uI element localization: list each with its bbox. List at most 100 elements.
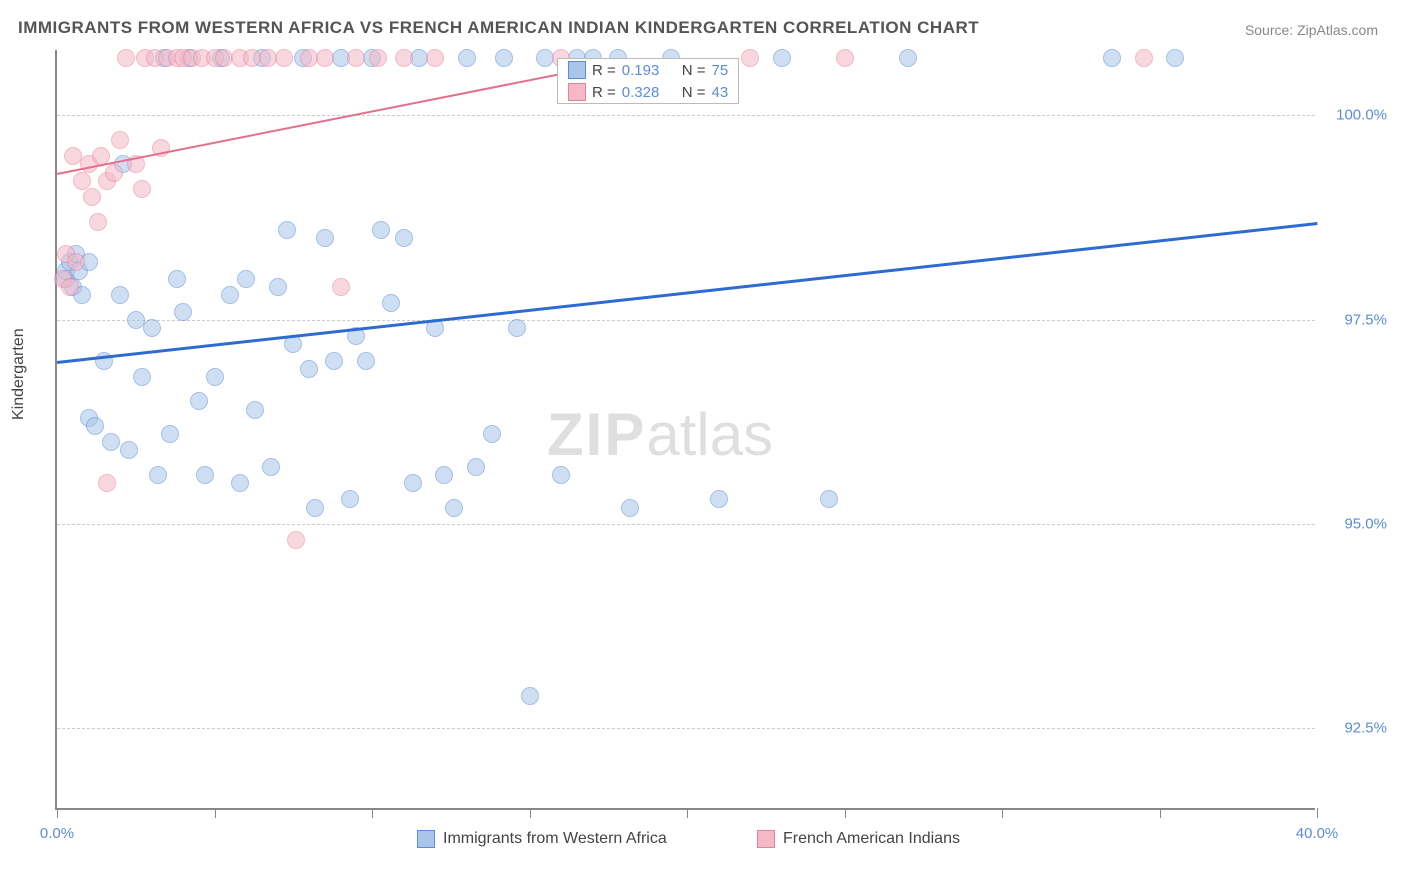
scatter-point: [521, 687, 539, 705]
scatter-point: [483, 425, 501, 443]
stat-n-label: N =: [682, 84, 706, 101]
scatter-point: [111, 131, 129, 149]
x-tick: [57, 808, 58, 818]
scatter-point: [111, 286, 129, 304]
scatter-point: [552, 466, 570, 484]
trend-line: [57, 222, 1317, 363]
y-tick-label: 100.0%: [1336, 107, 1387, 124]
scatter-point: [773, 49, 791, 67]
watermark: ZIPatlas: [547, 400, 773, 469]
y-tick-label: 97.5%: [1344, 311, 1387, 328]
x-tick: [1317, 808, 1318, 818]
scatter-point: [357, 352, 375, 370]
legend-swatch: [417, 830, 435, 848]
stat-r-value: 0.328: [622, 84, 676, 101]
scatter-point: [395, 229, 413, 247]
stat-n-value: 75: [712, 62, 729, 79]
gridline: [57, 524, 1315, 525]
scatter-point: [206, 368, 224, 386]
scatter-point: [369, 49, 387, 67]
watermark-atlas: atlas: [646, 401, 773, 468]
y-axis-label: Kindergarten: [10, 328, 28, 420]
bottom-legend-item: French American Indians: [757, 830, 960, 848]
scatter-plot-area: ZIPatlas 92.5%95.0%97.5%100.0%0.0%40.0%R…: [55, 50, 1315, 810]
scatter-point: [341, 490, 359, 508]
scatter-point: [73, 172, 91, 190]
gridline: [57, 320, 1315, 321]
scatter-point: [332, 278, 350, 296]
stat-n-value: 43: [712, 84, 729, 101]
scatter-point: [316, 229, 334, 247]
stat-n-label: N =: [682, 62, 706, 79]
x-tick-label: 0.0%: [40, 825, 74, 842]
x-tick: [1160, 808, 1161, 818]
source-attribution: Source: ZipAtlas.com: [1245, 22, 1378, 38]
scatter-point: [83, 188, 101, 206]
scatter-point: [262, 458, 280, 476]
legend-swatch: [757, 830, 775, 848]
scatter-point: [117, 49, 135, 67]
stat-r-label: R =: [592, 62, 616, 79]
scatter-point: [1103, 49, 1121, 67]
scatter-point: [325, 352, 343, 370]
scatter-point: [710, 490, 728, 508]
scatter-point: [426, 49, 444, 67]
x-tick: [215, 808, 216, 818]
legend-swatch: [568, 83, 586, 101]
scatter-point: [445, 499, 463, 517]
y-tick-label: 95.0%: [1344, 515, 1387, 532]
scatter-point: [382, 294, 400, 312]
scatter-point: [98, 474, 116, 492]
scatter-point: [435, 466, 453, 484]
scatter-point: [899, 49, 917, 67]
x-tick: [1002, 808, 1003, 818]
x-tick: [687, 808, 688, 818]
scatter-point: [89, 213, 107, 231]
x-tick: [845, 808, 846, 818]
trend-line: [57, 66, 593, 174]
scatter-point: [836, 49, 854, 67]
x-tick: [372, 808, 373, 818]
scatter-point: [269, 278, 287, 296]
x-tick: [530, 808, 531, 818]
scatter-point: [168, 270, 186, 288]
legend-stats-row: R =0.328N =43: [558, 81, 738, 103]
scatter-point: [231, 474, 249, 492]
scatter-point: [278, 221, 296, 239]
chart-title: IMMIGRANTS FROM WESTERN AFRICA VS FRENCH…: [18, 18, 979, 38]
watermark-zip: ZIP: [547, 401, 646, 468]
scatter-point: [395, 49, 413, 67]
legend-label: French American Indians: [783, 830, 960, 848]
x-tick-label: 40.0%: [1296, 825, 1339, 842]
scatter-point: [190, 392, 208, 410]
scatter-point: [133, 368, 151, 386]
scatter-point: [275, 49, 293, 67]
scatter-point: [316, 49, 334, 67]
legend-stats-row: R = 0.193 N = 75: [558, 59, 738, 81]
scatter-point: [1166, 49, 1184, 67]
scatter-point: [133, 180, 151, 198]
scatter-point: [161, 425, 179, 443]
scatter-point: [467, 458, 485, 476]
scatter-point: [1135, 49, 1153, 67]
y-tick-label: 92.5%: [1344, 720, 1387, 737]
legend-swatch: [568, 61, 586, 79]
gridline: [57, 115, 1315, 116]
scatter-point: [196, 466, 214, 484]
scatter-point: [372, 221, 390, 239]
scatter-point: [149, 466, 167, 484]
scatter-point: [495, 49, 513, 67]
scatter-point: [458, 49, 476, 67]
gridline: [57, 728, 1315, 729]
scatter-point: [300, 360, 318, 378]
legend-label: Immigrants from Western Africa: [443, 830, 667, 848]
stat-r-value: 0.193: [622, 62, 676, 79]
scatter-point: [621, 499, 639, 517]
scatter-point: [67, 253, 85, 271]
scatter-point: [287, 531, 305, 549]
scatter-point: [86, 417, 104, 435]
scatter-point: [102, 433, 120, 451]
scatter-point: [143, 319, 161, 337]
scatter-point: [741, 49, 759, 67]
scatter-point: [120, 441, 138, 459]
